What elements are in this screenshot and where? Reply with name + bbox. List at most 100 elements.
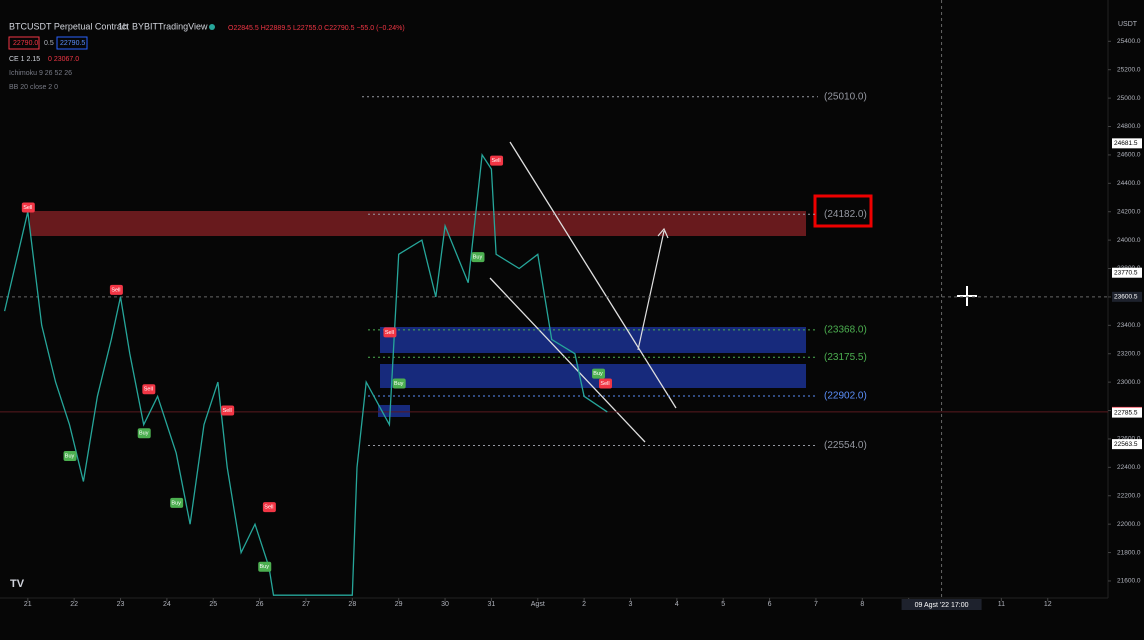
- signal-label: Sell: [491, 158, 500, 164]
- level-label: (22554.0): [824, 440, 867, 451]
- signal-label: Buy: [139, 431, 149, 437]
- signal-label: Sell: [385, 330, 394, 336]
- time-tick-label: 24: [163, 601, 171, 608]
- price-tick-label: 22400.0: [1117, 464, 1141, 471]
- time-tick-label: 8: [860, 601, 864, 608]
- signal-label: Sell: [23, 205, 32, 211]
- indicator: CE 1 2.15: [9, 56, 40, 63]
- time-tick-label: 12: [1044, 601, 1052, 608]
- time-tick-label: 27: [302, 601, 310, 608]
- signal-badge: [221, 405, 235, 416]
- signal-label: Sell: [111, 287, 120, 293]
- signal-badge: [258, 561, 272, 572]
- price-tag-label: 23770.5: [1114, 269, 1138, 276]
- crosshair-time: 09 Agst '22 17:00: [915, 602, 969, 609]
- price-tick-label: 25000.0: [1117, 95, 1141, 102]
- signal-label: Buy: [65, 453, 75, 459]
- price-tag-label: 24681.5: [1114, 140, 1138, 147]
- time-tick-label: 11: [998, 601, 1005, 608]
- trend-line: [509, 141, 677, 409]
- interval: 1h: [118, 21, 128, 31]
- price-tag: [1112, 407, 1142, 418]
- time-tick-label: 6: [768, 601, 772, 608]
- signal-badge: [490, 155, 504, 166]
- currency: USDT: [1118, 21, 1138, 28]
- ask: 22790.5: [60, 40, 85, 47]
- price-tick-label: 21800.0: [1117, 549, 1141, 556]
- bid: 22790.0: [13, 40, 38, 47]
- signal-badge: [63, 450, 77, 461]
- price-tick-label: 25200.0: [1117, 66, 1141, 73]
- crosshair-price: 23600.5: [1114, 294, 1138, 301]
- signal-label: Sell: [264, 505, 273, 511]
- time-tick-label: 30: [441, 601, 449, 608]
- time-tick-label: 3: [629, 601, 633, 608]
- level-label: (22902.0): [824, 391, 867, 402]
- time-tick-label: 31: [488, 601, 496, 608]
- price-tick-label: 24800.0: [1117, 123, 1141, 130]
- signal-badge: [471, 252, 485, 263]
- signal-badge: [598, 378, 612, 389]
- price-tag: [1112, 439, 1142, 450]
- time-tick-label: 21: [24, 601, 32, 608]
- price-tick-label: 21600.0: [1117, 578, 1141, 585]
- indicator-value: 0 23067.0: [48, 56, 79, 63]
- signal-label: Buy: [394, 381, 404, 387]
- arrow-head: [657, 227, 669, 239]
- price-tick-label: 25400.0: [1117, 38, 1141, 45]
- level-label: (24182.0): [824, 209, 867, 220]
- time-tick-label: 5: [721, 601, 725, 608]
- time-tick-label: 4: [675, 601, 679, 608]
- status-dot: [209, 24, 215, 30]
- time-tick-label: 28: [348, 601, 356, 608]
- signal-badge: [170, 497, 184, 508]
- price-trace: [3, 153, 608, 596]
- source: TradingView: [158, 21, 208, 31]
- crosshair-tag: [901, 599, 982, 610]
- exchange: BYBIT: [132, 21, 159, 31]
- time-tick-label: 7: [814, 601, 818, 608]
- time-tick-label: Agst: [531, 601, 545, 608]
- symbol: BTCUSDT Perpetual Contract: [9, 21, 129, 31]
- crosshair-tag: [1112, 291, 1142, 302]
- time-tick-label: 22: [70, 601, 78, 608]
- signal-badge: [21, 202, 35, 213]
- demand-zone: [380, 327, 806, 353]
- signal-badge: [109, 284, 123, 295]
- level-label: (25010.0): [824, 91, 867, 102]
- cursor: [957, 286, 977, 306]
- small-zone: [378, 405, 410, 417]
- price-tag: [1112, 267, 1142, 278]
- supply-zone: [30, 211, 806, 236]
- time-tick-label: 25: [209, 601, 217, 608]
- ohlc: O22845.5 H22889.5 L22755.0 C22790.5 −55.…: [228, 25, 405, 32]
- logo: TV: [10, 578, 25, 590]
- price-tick-label: 23000.0: [1117, 379, 1141, 386]
- price-tick-label: 24200.0: [1117, 208, 1141, 215]
- highlight-box: [813, 194, 873, 228]
- signal-label: Sell: [223, 408, 232, 414]
- signal-badge: [137, 428, 151, 439]
- level-label: (23368.0): [824, 325, 867, 336]
- price-tag: [1112, 138, 1142, 149]
- indicator: BB 20 close 2 0: [9, 84, 58, 91]
- signal-label: Sell: [144, 387, 153, 393]
- price-tick-label: 22200.0: [1117, 492, 1141, 499]
- ask-box: [56, 36, 88, 50]
- signal-badge: [262, 502, 276, 513]
- signal-label: Buy: [260, 564, 270, 570]
- indicator: Ichimoku 9 26 52 26: [9, 70, 72, 77]
- signal-badge: [592, 368, 606, 379]
- time-tick-label: 2: [582, 601, 586, 608]
- signal-label: Buy: [473, 255, 483, 261]
- price-tick-label: 24400.0: [1117, 180, 1141, 187]
- price-tick-label: 22000.0: [1117, 521, 1141, 528]
- price-tag-label: 22785.5: [1114, 409, 1138, 416]
- price-tick-label: 23200.0: [1117, 350, 1141, 357]
- time-tick-label: 26: [256, 601, 264, 608]
- price-tick-label: 24600.0: [1117, 152, 1141, 159]
- price-tick-label: 23400.0: [1117, 322, 1141, 329]
- time-tick-label: 29: [395, 601, 403, 608]
